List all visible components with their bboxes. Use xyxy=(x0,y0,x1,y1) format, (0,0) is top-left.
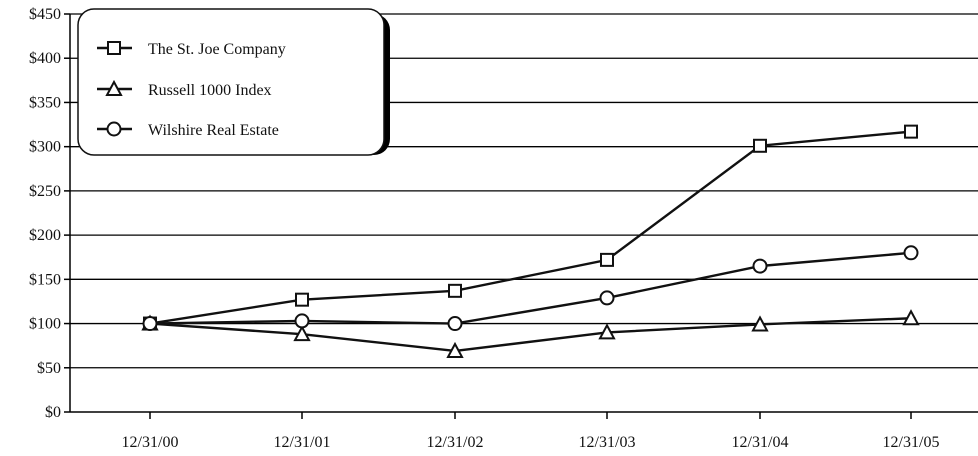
data-point xyxy=(753,138,767,153)
legend-marker-triangle xyxy=(105,79,123,96)
x-axis-ticks: 12/31/00 12/31/01 12/31/02 12/31/03 12/31/04… xyxy=(122,412,940,451)
y-axis-ticks: $0 $50 $100 $150 $200 $250 $300 $350 $400 $450 xyxy=(29,6,70,421)
y-tick-label: $250 xyxy=(29,183,61,200)
legend-marker-square xyxy=(107,41,121,55)
data-point xyxy=(903,245,919,261)
y-tick-label: $100 xyxy=(29,316,61,333)
legend-marker-circle xyxy=(106,121,122,137)
legend-label: Russell 1000 Index xyxy=(148,82,272,99)
data-point xyxy=(448,283,462,298)
data-point xyxy=(598,323,616,340)
data-point xyxy=(294,313,310,329)
y-tick-label: $0 xyxy=(45,404,61,421)
data-point xyxy=(447,316,463,332)
y-tick-label: $150 xyxy=(29,271,61,288)
y-tick-label: $400 xyxy=(29,50,61,67)
data-point xyxy=(752,258,768,274)
series-circle xyxy=(142,245,919,332)
y-tick-label: $450 xyxy=(29,6,61,23)
data-point xyxy=(600,252,614,267)
data-point xyxy=(599,290,615,306)
y-tick-label: $200 xyxy=(29,227,61,244)
series-triangle xyxy=(141,309,920,358)
series-group xyxy=(141,124,920,358)
data-point xyxy=(293,325,311,342)
series-line xyxy=(149,251,912,325)
x-tick-label: 12/31/04 xyxy=(732,434,789,451)
series-line xyxy=(149,130,912,325)
data-point xyxy=(446,341,464,358)
legend: The St. Joe Company Russell 1000 Index Wil… xyxy=(77,8,390,156)
series-line xyxy=(149,317,912,353)
legend-box xyxy=(77,8,385,156)
data-point xyxy=(904,124,918,139)
legend-label: Wilshire Real Estate xyxy=(148,122,279,139)
y-tick-label: $350 xyxy=(29,94,61,111)
x-tick-label: 12/31/02 xyxy=(427,434,484,451)
y-tick-label: $50 xyxy=(37,360,61,377)
x-tick-label: 12/31/03 xyxy=(579,434,636,451)
data-point xyxy=(142,316,158,332)
data-point xyxy=(751,315,769,332)
x-tick-label: 12/31/00 xyxy=(122,434,179,451)
x-tick-label: 12/31/05 xyxy=(883,434,940,451)
series-square xyxy=(143,124,918,331)
data-point xyxy=(902,309,920,326)
y-tick-label: $300 xyxy=(29,139,61,156)
legend-label: The St. Joe Company xyxy=(148,41,286,58)
x-tick-label: 12/31/01 xyxy=(274,434,331,451)
data-point xyxy=(295,292,309,307)
